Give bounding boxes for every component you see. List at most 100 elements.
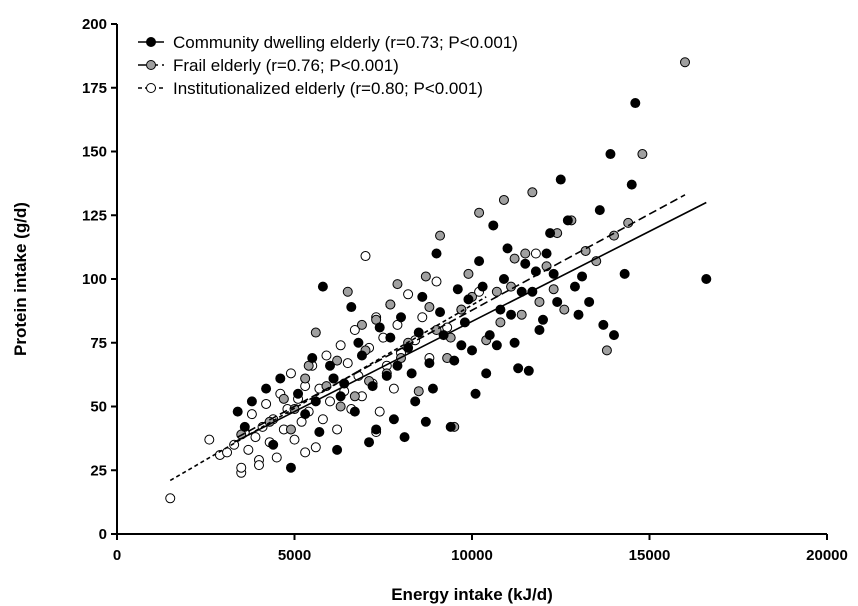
data-point xyxy=(495,317,506,328)
data-point xyxy=(577,271,588,282)
data-point xyxy=(289,434,300,445)
data-point xyxy=(261,383,272,394)
data-point xyxy=(285,368,296,379)
data-point xyxy=(527,187,538,198)
data-point xyxy=(523,365,534,376)
data-point xyxy=(385,299,396,310)
data-point xyxy=(317,281,328,292)
data-point xyxy=(396,312,406,323)
data-point xyxy=(399,432,410,443)
data-point xyxy=(392,279,403,290)
data-point xyxy=(594,205,605,216)
data-point xyxy=(484,330,495,341)
y-tick-label: 150 xyxy=(82,144,107,161)
legend-label: Frail elderly (r=0.76; P<0.001) xyxy=(173,56,399,75)
data-point xyxy=(545,228,556,239)
data-point xyxy=(367,381,378,392)
data-point xyxy=(420,416,431,427)
x-axis-title: Energy intake (kJ/d) xyxy=(391,585,553,604)
data-point xyxy=(431,248,442,259)
data-point xyxy=(310,442,321,453)
data-point xyxy=(356,350,367,361)
data-point xyxy=(445,421,456,432)
data-point xyxy=(463,294,474,305)
data-point xyxy=(491,340,502,351)
y-axis-title: Protein intake (g/d) xyxy=(11,202,30,356)
data-point xyxy=(239,421,250,432)
data-point xyxy=(562,215,573,226)
data-point xyxy=(420,271,431,282)
data-point xyxy=(435,307,446,318)
data-point xyxy=(605,149,616,160)
data-point xyxy=(410,396,421,407)
data-point xyxy=(601,345,612,356)
data-point xyxy=(513,363,524,374)
data-point xyxy=(502,243,513,254)
data-point xyxy=(424,358,435,369)
data-point xyxy=(250,432,261,443)
legend-label: Community dwelling elderly (r=0.73; P<0.… xyxy=(173,33,518,52)
data-point xyxy=(285,424,296,435)
data-point xyxy=(392,360,403,371)
data-point xyxy=(456,304,467,315)
y-tick-label: 200 xyxy=(82,16,107,33)
fit-line xyxy=(233,201,707,443)
tick-labels: 0 5000 10000 15000 20000 0 25 50 75 100 125 150 175 2… xyxy=(82,16,848,564)
x-tick-label: 10000 xyxy=(451,547,493,564)
data-point xyxy=(385,332,396,343)
data-point xyxy=(254,460,264,471)
data-point xyxy=(229,439,240,450)
x-tick-label: 20000 xyxy=(806,547,848,564)
data-point xyxy=(417,312,428,323)
data-point xyxy=(232,406,243,417)
fit-lines-overlay xyxy=(169,194,707,482)
data-point xyxy=(548,268,559,279)
data-point xyxy=(498,194,509,205)
data-point xyxy=(413,386,424,397)
legend: Community dwelling elderly (r=0.73; P<0.… xyxy=(138,33,518,98)
legend-marker xyxy=(146,37,156,47)
data-point xyxy=(314,427,325,437)
data-point xyxy=(449,355,460,366)
data-point xyxy=(506,309,517,320)
data-point xyxy=(431,276,442,287)
y-tick-label: 25 xyxy=(90,462,107,479)
y-tick-label: 0 xyxy=(99,526,107,543)
data-point xyxy=(332,444,343,455)
x-tick-label: 15000 xyxy=(629,547,671,564)
data-point xyxy=(559,304,570,315)
data-point xyxy=(388,414,399,425)
data-point xyxy=(520,258,531,269)
y-tick-label: 100 xyxy=(82,271,107,288)
data-point xyxy=(374,322,385,333)
data-point xyxy=(435,230,446,241)
data-point xyxy=(353,337,364,348)
data-point xyxy=(573,309,584,320)
data-point xyxy=(530,248,541,259)
data-point xyxy=(300,373,311,384)
data-point xyxy=(474,256,485,267)
data-point xyxy=(569,281,580,292)
data-point xyxy=(427,383,438,394)
data-point xyxy=(246,409,257,420)
data-point xyxy=(491,286,502,297)
x-tick-label: 0 xyxy=(113,547,121,564)
data-point xyxy=(293,388,304,399)
data-point xyxy=(342,286,353,297)
data-point xyxy=(509,337,520,348)
data-point xyxy=(335,401,346,412)
data-point xyxy=(165,493,176,504)
data-point xyxy=(552,296,563,307)
data-point xyxy=(520,248,531,259)
data-point xyxy=(534,296,545,307)
data-point xyxy=(321,350,332,361)
data-point xyxy=(701,274,712,284)
data-point xyxy=(335,391,346,402)
data-point xyxy=(243,444,254,455)
data-point xyxy=(424,302,435,313)
data-point xyxy=(548,284,559,295)
data-point xyxy=(403,289,414,300)
data-point xyxy=(278,393,289,404)
data-point xyxy=(403,342,414,353)
